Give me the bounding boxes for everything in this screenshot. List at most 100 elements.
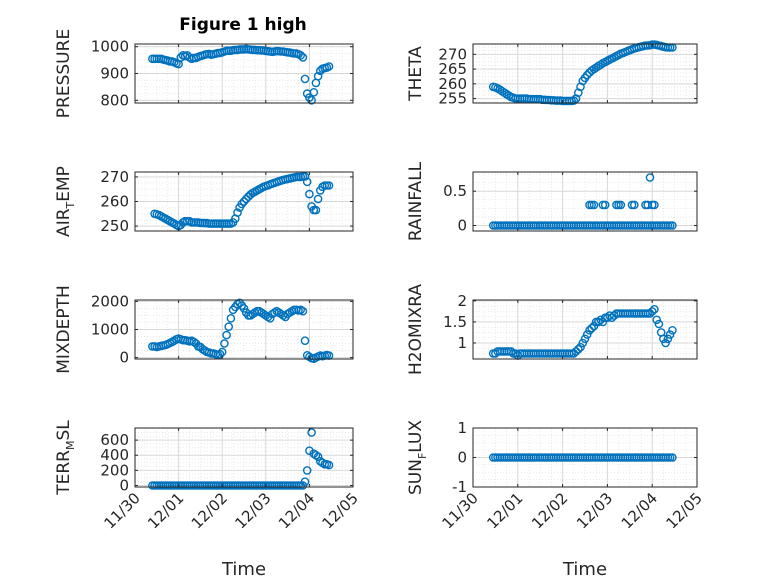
data-point bbox=[239, 197, 249, 206]
y-axis-label: TERRMSL bbox=[54, 420, 77, 496]
data-point bbox=[616, 200, 626, 210]
data-point bbox=[594, 317, 603, 327]
data-point bbox=[305, 189, 314, 199]
data-point bbox=[233, 299, 242, 309]
data-point bbox=[298, 53, 308, 62]
data-point bbox=[665, 330, 675, 339]
data-point bbox=[226, 313, 236, 323]
data-point bbox=[582, 330, 592, 339]
y-tick-label: 0.5 bbox=[443, 182, 467, 200]
data-point bbox=[600, 200, 610, 210]
y-axis-label: THETA bbox=[406, 46, 426, 102]
y-tick-label: 250 bbox=[100, 217, 129, 235]
axes-box bbox=[134, 427, 354, 488]
series-markers bbox=[488, 304, 677, 360]
data-point bbox=[313, 194, 323, 204]
y-tick-label: -1 bbox=[452, 478, 467, 496]
data-point bbox=[217, 347, 227, 357]
data-point bbox=[265, 313, 275, 323]
y-tick-label: 1 bbox=[457, 419, 467, 437]
axes-box bbox=[472, 43, 698, 104]
y-tick-label: 1.5 bbox=[443, 313, 467, 331]
y-tick-label: 260 bbox=[438, 75, 467, 93]
data-point bbox=[324, 460, 334, 470]
data-point bbox=[311, 450, 321, 460]
subplot-pressure: 800 900 1000 PRESSURE bbox=[54, 29, 354, 118]
series-markers bbox=[488, 173, 677, 230]
y-axis-label: H2OMIXRA bbox=[406, 284, 426, 375]
data-point bbox=[580, 334, 590, 344]
plot-area bbox=[473, 44, 697, 103]
data-point bbox=[241, 194, 251, 204]
y-tick-label: 200 bbox=[100, 461, 129, 479]
data-point bbox=[596, 60, 606, 69]
data-point bbox=[324, 62, 334, 71]
y-axis-label: AIRTEMP bbox=[54, 166, 77, 237]
x-axis-label: Time bbox=[562, 559, 607, 580]
data-point bbox=[237, 199, 247, 209]
data-point bbox=[652, 315, 662, 325]
data-point bbox=[587, 323, 597, 333]
y-tick-label: 270 bbox=[100, 168, 129, 186]
data-point bbox=[300, 74, 310, 84]
data-point bbox=[668, 325, 677, 335]
y-axis-label: RAINFALL bbox=[406, 161, 426, 241]
data-point bbox=[313, 71, 323, 81]
data-point bbox=[661, 338, 670, 348]
subplot-rainfall: 0 0.5 RAINFALL bbox=[406, 161, 698, 241]
y-tick-label: 265 bbox=[438, 60, 467, 78]
data-point bbox=[650, 200, 659, 210]
data-point bbox=[324, 181, 334, 190]
data-point bbox=[309, 88, 319, 97]
data-point bbox=[576, 342, 585, 352]
y-tick-label: 0 bbox=[119, 476, 129, 494]
y-tick-label: 0 bbox=[457, 217, 467, 235]
data-point bbox=[222, 330, 231, 340]
data-point bbox=[302, 177, 312, 187]
data-point bbox=[668, 221, 677, 230]
data-point bbox=[582, 70, 592, 80]
data-point bbox=[647, 307, 657, 316]
y-tick-label: 1 bbox=[457, 334, 467, 352]
data-point bbox=[574, 344, 583, 354]
y-tick-label: 270 bbox=[438, 45, 467, 63]
series-markers bbox=[148, 44, 334, 105]
data-point bbox=[589, 200, 599, 210]
data-point bbox=[189, 337, 199, 347]
data-point bbox=[233, 208, 242, 217]
data-point bbox=[307, 428, 316, 437]
axes-box bbox=[472, 171, 698, 232]
y-tick-label: 900 bbox=[100, 65, 129, 83]
y-axis-label: SUNFLUX bbox=[406, 420, 429, 495]
data-point bbox=[313, 452, 323, 462]
y-tick-label: 260 bbox=[100, 193, 129, 211]
data-point bbox=[298, 306, 308, 316]
data-point bbox=[663, 334, 673, 344]
data-point bbox=[239, 304, 249, 313]
y-tick-label: 0 bbox=[457, 449, 467, 467]
y-tick-label: 2000 bbox=[91, 292, 129, 310]
x-axis-label: Time bbox=[221, 559, 266, 580]
y-tick-label: 2 bbox=[457, 292, 467, 310]
subplot-h2omixra: 1 1.5 2 H2OMIXRA bbox=[406, 284, 698, 375]
data-point bbox=[254, 306, 264, 316]
data-point bbox=[300, 172, 310, 181]
series-markers bbox=[150, 172, 334, 231]
axes-box bbox=[472, 299, 698, 360]
data-point bbox=[311, 205, 321, 215]
data-point bbox=[315, 66, 325, 76]
y-tick-label: 1000 bbox=[91, 38, 129, 56]
series-markers bbox=[148, 298, 334, 364]
series-markers bbox=[488, 453, 677, 462]
data-point bbox=[650, 304, 659, 314]
y-axis-label: PRESSURE bbox=[54, 29, 74, 118]
data-point bbox=[569, 96, 579, 105]
data-point bbox=[307, 96, 316, 105]
y-axis-label: MIXDEPTH bbox=[54, 285, 74, 374]
data-point bbox=[302, 466, 312, 475]
data-point bbox=[224, 322, 233, 332]
